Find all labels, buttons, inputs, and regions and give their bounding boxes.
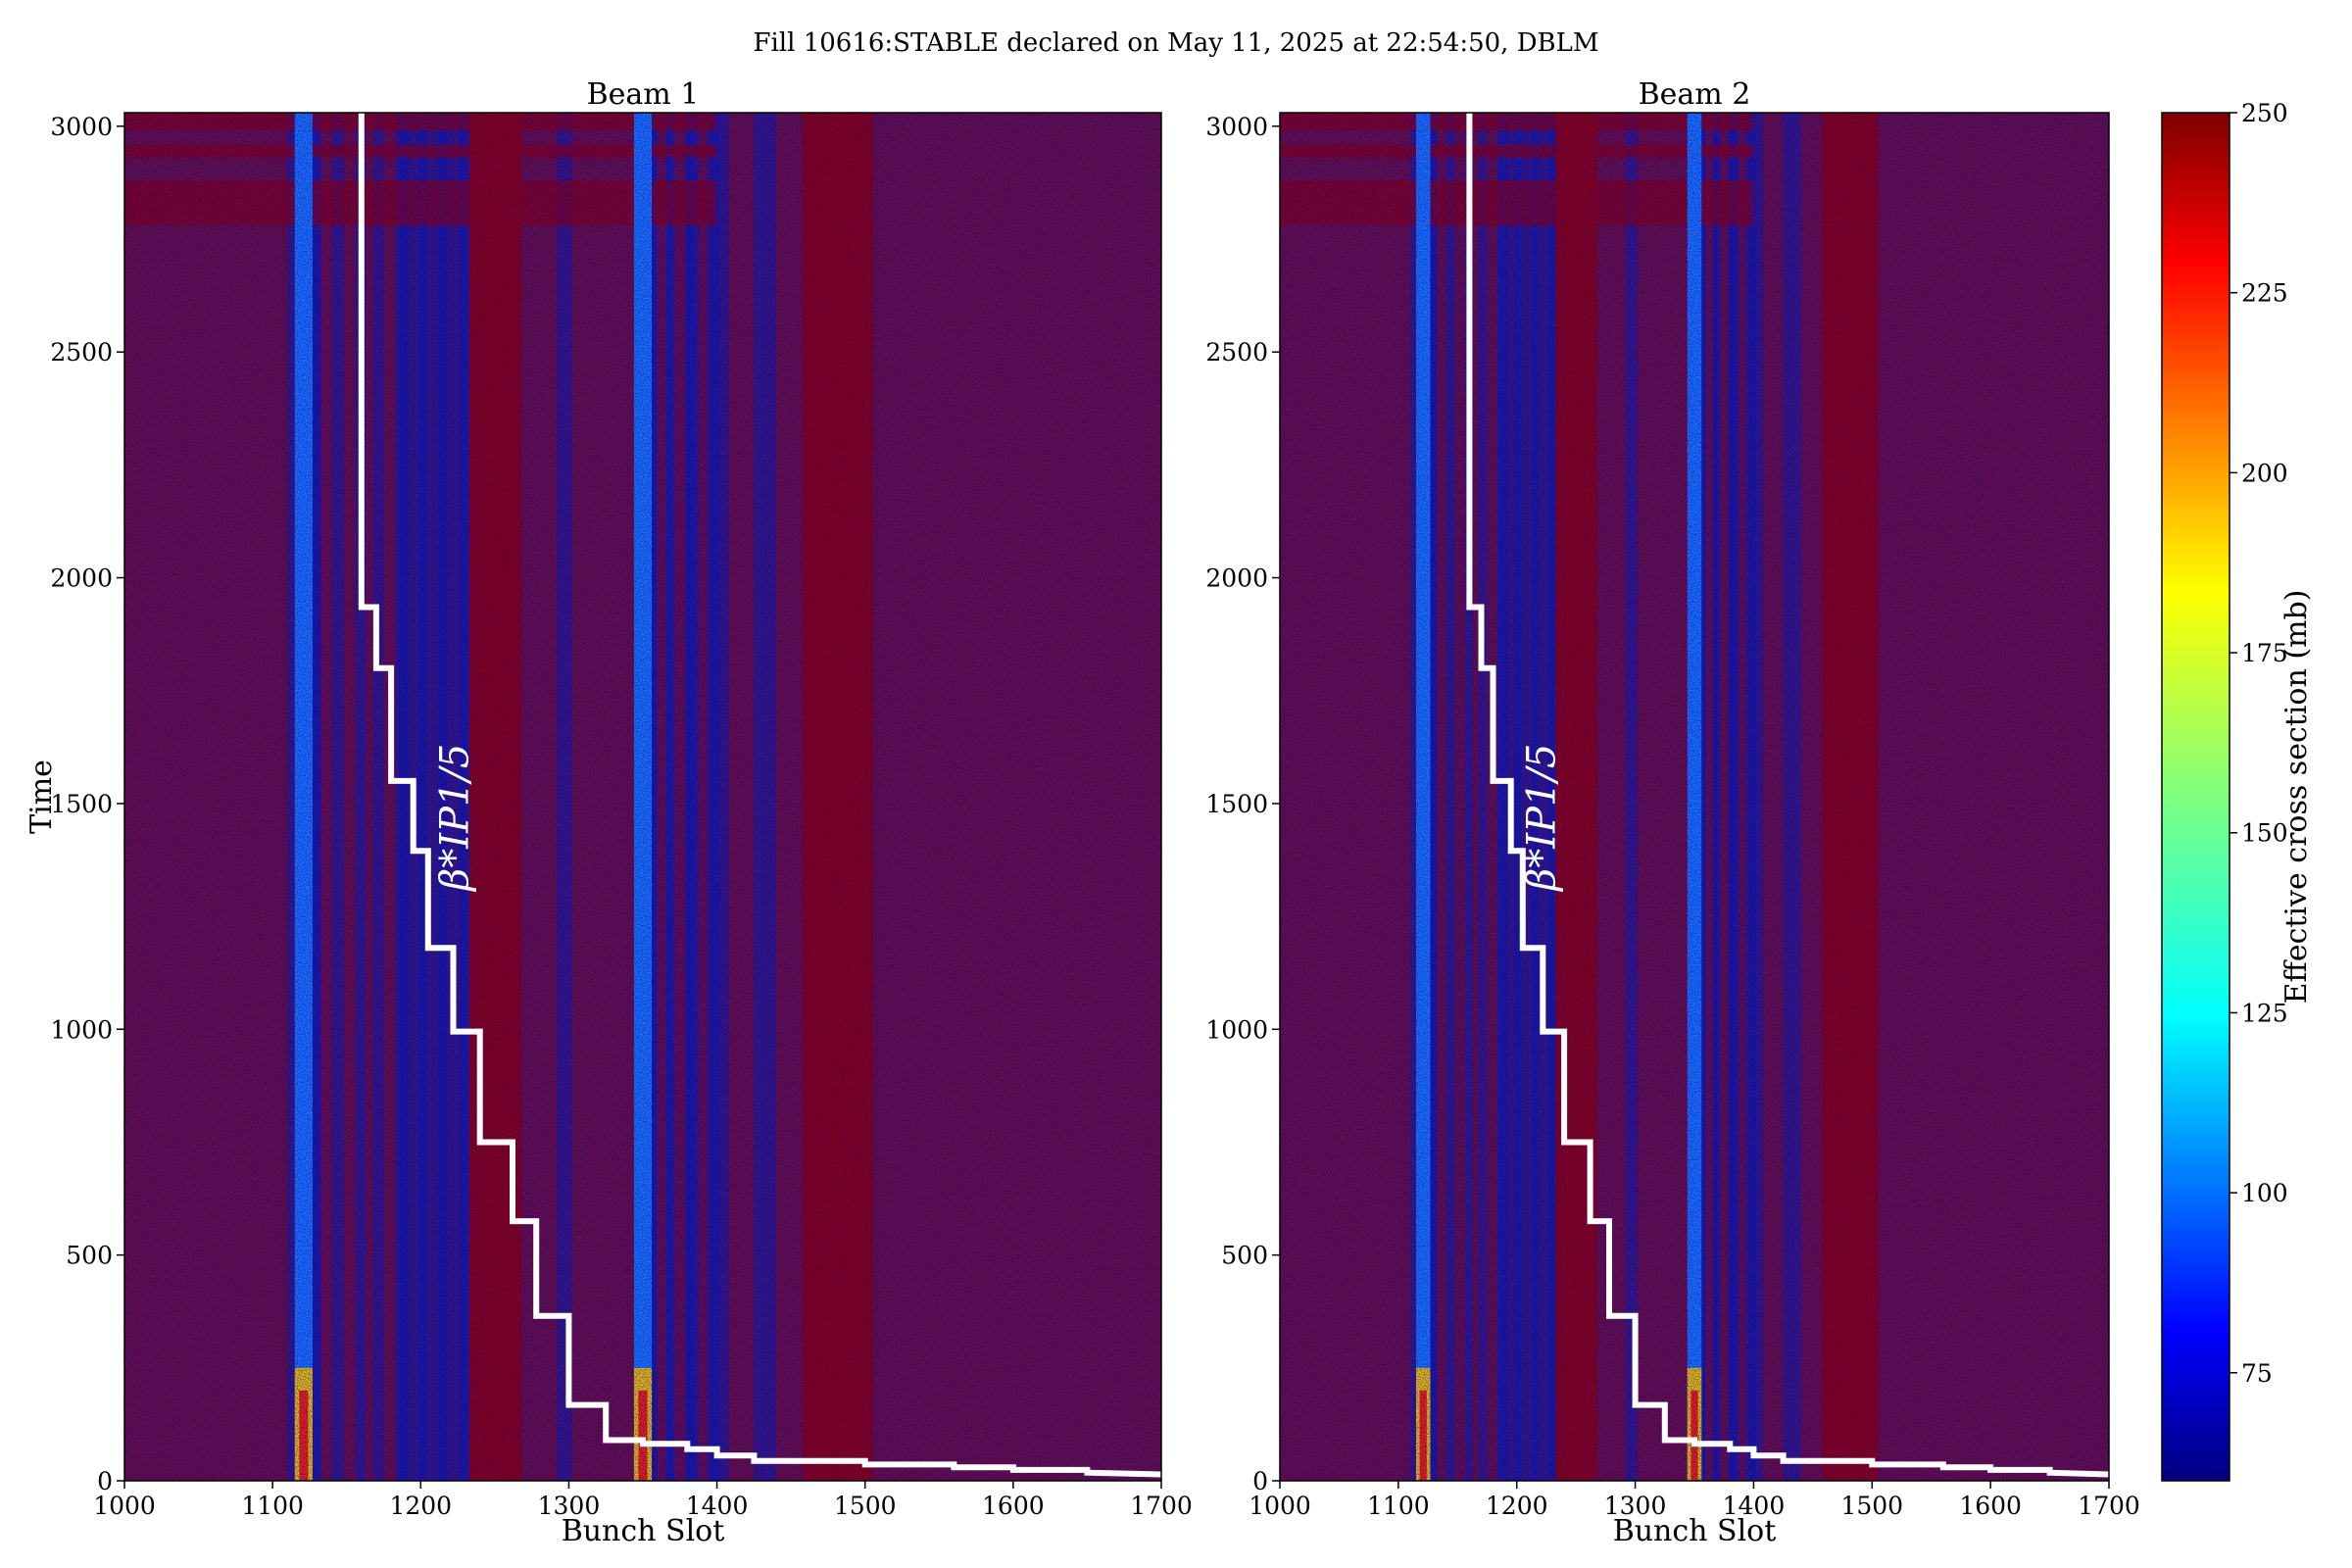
y-axis-label: Time [24, 760, 59, 834]
beta-step-curve [358, 113, 1161, 1478]
panel-title: Beam 1 [587, 77, 700, 112]
x-tick-label: 1700 [1130, 1492, 1193, 1520]
colorbar: 75 100 125 150 175 200 225 250 Effective cross … [2161, 99, 2314, 1482]
colorbar-tick-label: 125 [2241, 999, 2288, 1027]
x-tick-label: 1400 [1723, 1492, 1786, 1520]
y-tick-label: 2000 [1205, 564, 1268, 593]
x-tick-label: 1600 [1959, 1492, 2022, 1520]
colorbar-label: Effective cross section (mb) [2279, 590, 2314, 1004]
x-tick-label: 1200 [389, 1492, 452, 1520]
x-tick-label: 1600 [982, 1492, 1045, 1520]
x-tick-label: 1300 [1604, 1492, 1667, 1520]
axes-frame [123, 112, 1162, 1482]
x-tick-label: 1100 [1367, 1492, 1430, 1520]
y-tick-label: 3000 [1205, 113, 1268, 141]
y-tick-label: 500 [66, 1242, 113, 1270]
panel-title: Beam 2 [1639, 77, 1751, 112]
y-tick-label: 2000 [50, 564, 113, 593]
y-tick-label: 1500 [50, 790, 113, 818]
x-axis-label: Bunch Slot [1613, 1514, 1777, 1548]
x-tick-label: 1200 [1486, 1492, 1548, 1520]
y-tick-label: 2500 [50, 338, 113, 367]
heatmap-area [1280, 113, 2109, 1481]
colorbar-tick-label: 175 [2241, 639, 2288, 667]
heatmap-area [124, 113, 1161, 1481]
x-tick-label: 1500 [834, 1492, 897, 1520]
beta-step-curve [1466, 113, 2109, 1478]
beta-annotation: β*IP1/5 [1519, 744, 1564, 893]
y-tick-label: 2500 [1205, 338, 1268, 367]
figure-title: Fill 10616:STABLE declared on May 11, 20… [753, 28, 1598, 58]
x-tick-label: 1300 [538, 1492, 601, 1520]
colorbar-tick-label: 200 [2241, 459, 2288, 487]
y-tick-label: 1500 [1205, 790, 1268, 818]
colorbar-tick-label: 225 [2241, 279, 2288, 308]
colorbar-tick-label: 250 [2241, 99, 2288, 127]
y-tick-label: 1000 [50, 1015, 113, 1044]
y-tick-label: 0 [1252, 1467, 1268, 1495]
beam-2-panel: Beam 2 Bunch Slot β*IP1/5 1000 1100 1200 13… [1205, 77, 2139, 1548]
y-tick-label: 1000 [1205, 1015, 1268, 1044]
x-tick-label: 1400 [686, 1492, 749, 1520]
colorbar-gradient [2161, 112, 2230, 1482]
x-tick-label: 1500 [1840, 1492, 1903, 1520]
y-tick-label: 0 [97, 1467, 113, 1495]
beta-annotation: β*IP1/5 [433, 744, 478, 893]
x-tick-label: 1700 [2078, 1492, 2140, 1520]
colorbar-tick-label: 75 [2241, 1359, 2273, 1388]
x-tick-label: 1100 [241, 1492, 304, 1520]
axes-frame [1279, 112, 2110, 1482]
colorbar-tick-label: 100 [2241, 1179, 2288, 1207]
colorbar-tick-label: 150 [2241, 819, 2288, 848]
x-tick-label: 1000 [1249, 1492, 1311, 1520]
y-tick-label: 3000 [50, 113, 113, 141]
y-tick-label: 500 [1221, 1242, 1268, 1270]
beam-1-panel: Beam 1 Bunch Slot Time β*IP1/5 1000 1100 1… [24, 77, 1193, 1548]
x-axis-label: Bunch Slot [562, 1514, 725, 1548]
x-tick-label: 1000 [93, 1492, 156, 1520]
